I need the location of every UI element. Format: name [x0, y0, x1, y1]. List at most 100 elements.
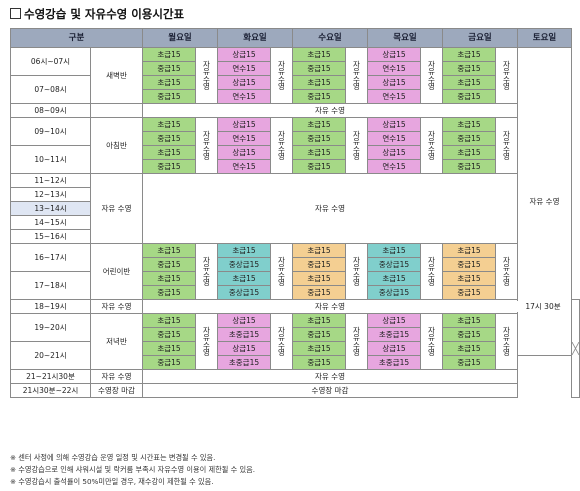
table-row: 중급15 연수15 중급15 연수15 중급15 — [11, 89, 580, 104]
note-item: ※ 수영강습시 출석률이 50%미만일 경우, 재수강이 제한될 수 있음. — [10, 477, 214, 486]
note-item: ※ 수영강습으로 인해 샤워시설 및 락커룸 부족시 자유수영 이용이 제한될 … — [10, 465, 256, 474]
class-cell: 중급15 — [142, 327, 196, 342]
class-cell: 상급15 — [367, 75, 421, 90]
class-cell: 상급15 — [367, 145, 421, 160]
table-row: 중급15 연수15 중급15 연수15 중급15 — [11, 61, 580, 76]
class-cell: 초급15 — [367, 243, 421, 258]
session-children: 어린이반 — [90, 243, 143, 300]
class-cell: 상급15 — [367, 117, 421, 132]
time-cell: 20~21시 — [10, 341, 91, 370]
saturday-until-label: 17시 30분 — [516, 301, 570, 312]
class-cell: 초급15 — [142, 271, 196, 286]
class-cell: 연수15 — [217, 131, 271, 146]
table-row: 20~21시 초급15 상급15 초급15 상급15 초급15 — [10, 341, 580, 370]
header-mon: 월요일 — [142, 28, 218, 48]
table-row: 21시30분~22시 수영장 마감 수영장 마감 — [10, 383, 580, 398]
time-cell: 14~15시 — [10, 215, 91, 230]
class-cell: 초급15 — [292, 75, 346, 90]
table-row: 10~11시 초급15 상급15 초급15 상급15 초급15 — [10, 145, 580, 174]
class-cell: 중급15 — [442, 355, 496, 370]
class-cell: 초급15 — [442, 313, 496, 328]
session-closing: 수영장 마감 — [90, 383, 143, 398]
class-cell: 초급15 — [442, 341, 496, 356]
page-title: 수영강습 및 자유수영 이용시간표 — [10, 6, 184, 22]
class-cell: 중급15 — [442, 131, 496, 146]
time-cell: 12~13시 — [10, 187, 91, 202]
time-cell: 13~14시 — [10, 201, 91, 216]
class-cell: 초급15 — [442, 145, 496, 160]
class-cell: 중급15 — [142, 131, 196, 146]
header-row: 구분 월요일 화요일 수요일 목요일 금요일 토요일 — [10, 28, 580, 48]
class-cell: 초급15 — [142, 243, 196, 258]
class-cell: 초급15 — [442, 243, 496, 258]
class-cell: 초중급15 — [367, 355, 421, 370]
class-cell: 연수15 — [367, 89, 421, 104]
class-cell: 초급15 — [142, 145, 196, 160]
class-cell: 중상급15 — [217, 257, 271, 272]
class-cell: 상급15 — [367, 313, 421, 328]
header-thu: 목요일 — [367, 28, 443, 48]
timetable: 구분 월요일 화요일 수요일 목요일 금요일 토요일 06시~07시 새벽반 초… — [10, 28, 580, 398]
free-swim-span: 자유 수영 — [142, 103, 518, 118]
class-cell: 중급15 — [442, 159, 496, 174]
class-cell: 상급15 — [217, 341, 271, 356]
class-cell: 초급15 — [442, 117, 496, 132]
table-row: 중급15 초중급15 중급15 초중급15 중급15 — [11, 355, 580, 370]
table-row: 11~12시 자유 수영 자유 수영 — [10, 173, 580, 244]
checkbox-square-icon — [10, 8, 21, 19]
class-cell: 연수15 — [367, 131, 421, 146]
class-cell: 중급15 — [142, 285, 196, 300]
time-cell: 10~11시 — [10, 145, 91, 174]
class-cell: 초급15 — [292, 313, 346, 328]
saturday-closed — [571, 299, 580, 398]
time-cell: 07~08시 — [10, 75, 91, 104]
header-fri: 금요일 — [442, 28, 518, 48]
time-cell: 06시~07시 — [10, 47, 91, 76]
class-cell: 상급15 — [217, 313, 271, 328]
time-cell: 17~18시 — [10, 271, 91, 300]
time-cell: 15~16시 — [10, 229, 91, 244]
class-cell: 상급15 — [217, 145, 271, 160]
class-cell: 중급15 — [292, 285, 346, 300]
class-cell: 연수15 — [217, 61, 271, 76]
class-cell: 초급15 — [292, 243, 346, 258]
time-cell: 21시30분~22시 — [10, 383, 91, 398]
note-item: ※ 센터 사정에 의해 수영강습 운영 일정 및 시간표는 변경될 수 있음. — [10, 453, 216, 462]
class-cell: 중급15 — [442, 327, 496, 342]
class-cell: 중상급15 — [367, 285, 421, 300]
header-sat: 토요일 — [517, 28, 572, 48]
class-cell: 중급15 — [292, 355, 346, 370]
class-cell: 초급15 — [292, 145, 346, 160]
class-cell: 상급15 — [367, 341, 421, 356]
class-cell: 초급15 — [292, 117, 346, 132]
time-cell: 21~21시30분 — [10, 369, 91, 384]
class-cell: 초급15 — [442, 75, 496, 90]
class-cell: 중급15 — [142, 89, 196, 104]
table-row: 중급15 초중급15 중급15 초중급15 중급15 — [11, 327, 580, 342]
class-cell: 상급15 — [217, 75, 271, 90]
time-cell: 11~12시 — [10, 173, 91, 188]
closing-span: 수영장 마감 — [142, 383, 518, 398]
class-cell: 초급15 — [142, 313, 196, 328]
class-cell: 초급15 — [142, 47, 196, 62]
class-cell: 초급15 — [217, 271, 271, 286]
class-cell: 중급15 — [292, 327, 346, 342]
session-free: 자유 수영 — [90, 299, 143, 314]
time-cell: 08~09시 — [10, 103, 91, 118]
time-cell: 16~17시 — [10, 243, 91, 272]
class-cell: 상급15 — [217, 117, 271, 132]
class-cell: 중급15 — [442, 285, 496, 300]
class-cell: 초급15 — [292, 341, 346, 356]
table-row: 21~21시30분 자유 수영 자유 수영 — [10, 369, 580, 384]
